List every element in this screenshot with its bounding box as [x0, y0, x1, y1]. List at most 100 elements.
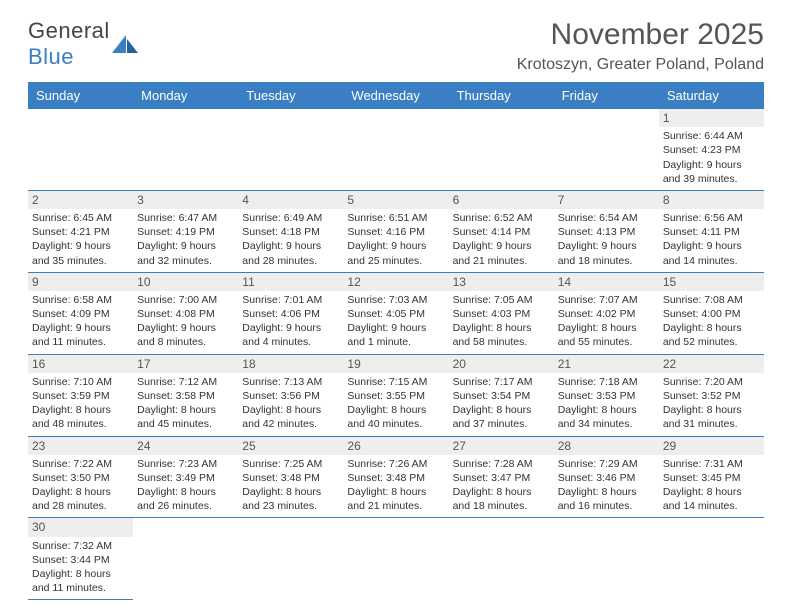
title-block: November 2025 Krotoszyn, Greater Poland,…: [517, 18, 764, 74]
sunrise-line: Sunrise: 6:54 AM: [558, 211, 655, 225]
daylight-line: Daylight: 8 hours and 18 minutes.: [453, 485, 550, 513]
calendar-day-cell: 9Sunrise: 6:58 AMSunset: 4:09 PMDaylight…: [28, 273, 133, 355]
logo-text: General Blue: [28, 18, 110, 70]
sunset-line: Sunset: 4:06 PM: [242, 307, 339, 321]
sunset-line: Sunset: 4:13 PM: [558, 225, 655, 239]
daylight-line: Daylight: 8 hours and 16 minutes.: [558, 485, 655, 513]
sunrise-line: Sunrise: 6:47 AM: [137, 211, 234, 225]
calendar-day-cell: 29Sunrise: 7:31 AMSunset: 3:45 PMDayligh…: [659, 437, 764, 519]
sunrise-line: Sunrise: 7:29 AM: [558, 457, 655, 471]
daylight-line: Daylight: 8 hours and 31 minutes.: [663, 403, 760, 431]
daylight-line: Daylight: 8 hours and 14 minutes.: [663, 485, 760, 513]
sunset-line: Sunset: 3:59 PM: [32, 389, 129, 403]
day-number: 20: [449, 355, 554, 373]
sunset-line: Sunset: 4:05 PM: [347, 307, 444, 321]
calendar-day-cell: 16Sunrise: 7:10 AMSunset: 3:59 PMDayligh…: [28, 355, 133, 437]
logo-text-a: General: [28, 18, 110, 43]
sunset-line: Sunset: 4:03 PM: [453, 307, 550, 321]
daylight-line: Daylight: 9 hours and 28 minutes.: [242, 239, 339, 267]
calendar-header-cell: Friday: [554, 82, 659, 109]
sunrise-line: Sunrise: 7:10 AM: [32, 375, 129, 389]
sunrise-line: Sunrise: 7:25 AM: [242, 457, 339, 471]
daylight-line: Daylight: 9 hours and 14 minutes.: [663, 239, 760, 267]
sunset-line: Sunset: 3:46 PM: [558, 471, 655, 485]
sunset-line: Sunset: 4:00 PM: [663, 307, 760, 321]
sunset-line: Sunset: 4:23 PM: [663, 143, 760, 157]
calendar-day-cell: 15Sunrise: 7:08 AMSunset: 4:00 PMDayligh…: [659, 273, 764, 355]
day-number: 3: [133, 191, 238, 209]
sunrise-line: Sunrise: 6:49 AM: [242, 211, 339, 225]
calendar-empty-cell: [343, 109, 448, 191]
calendar-empty-cell: [449, 518, 554, 600]
location: Krotoszyn, Greater Poland, Poland: [517, 56, 764, 74]
daylight-line: Daylight: 9 hours and 11 minutes.: [32, 321, 129, 349]
calendar-day-cell: 21Sunrise: 7:18 AMSunset: 3:53 PMDayligh…: [554, 355, 659, 437]
day-number: 6: [449, 191, 554, 209]
daylight-line: Daylight: 8 hours and 52 minutes.: [663, 321, 760, 349]
daylight-line: Daylight: 9 hours and 32 minutes.: [137, 239, 234, 267]
day-number: 13: [449, 273, 554, 291]
calendar-header-cell: Wednesday: [343, 82, 448, 109]
daylight-line: Daylight: 9 hours and 25 minutes.: [347, 239, 444, 267]
day-number: 18: [238, 355, 343, 373]
calendar-day-cell: 6Sunrise: 6:52 AMSunset: 4:14 PMDaylight…: [449, 191, 554, 273]
calendar-header-cell: Saturday: [659, 82, 764, 109]
daylight-line: Daylight: 8 hours and 37 minutes.: [453, 403, 550, 431]
sunrise-line: Sunrise: 7:00 AM: [137, 293, 234, 307]
sunrise-line: Sunrise: 7:31 AM: [663, 457, 760, 471]
calendar-day-cell: 5Sunrise: 6:51 AMSunset: 4:16 PMDaylight…: [343, 191, 448, 273]
sunrise-line: Sunrise: 7:20 AM: [663, 375, 760, 389]
sunrise-line: Sunrise: 6:44 AM: [663, 129, 760, 143]
calendar-day-cell: 14Sunrise: 7:07 AMSunset: 4:02 PMDayligh…: [554, 273, 659, 355]
sunset-line: Sunset: 4:18 PM: [242, 225, 339, 239]
sunrise-line: Sunrise: 6:56 AM: [663, 211, 760, 225]
daylight-line: Daylight: 8 hours and 58 minutes.: [453, 321, 550, 349]
calendar-header-cell: Monday: [133, 82, 238, 109]
calendar-empty-cell: [238, 109, 343, 191]
calendar-header-cell: Sunday: [28, 82, 133, 109]
day-number: 4: [238, 191, 343, 209]
sunrise-line: Sunrise: 7:01 AM: [242, 293, 339, 307]
day-number: 22: [659, 355, 764, 373]
sunset-line: Sunset: 4:02 PM: [558, 307, 655, 321]
page-title: November 2025: [517, 18, 764, 52]
daylight-line: Daylight: 8 hours and 45 minutes.: [137, 403, 234, 431]
calendar-empty-cell: [133, 109, 238, 191]
sunrise-line: Sunrise: 7:12 AM: [137, 375, 234, 389]
sunset-line: Sunset: 3:50 PM: [32, 471, 129, 485]
calendar-day-cell: 3Sunrise: 6:47 AMSunset: 4:19 PMDaylight…: [133, 191, 238, 273]
day-number: 1: [659, 109, 764, 127]
calendar-day-cell: 11Sunrise: 7:01 AMSunset: 4:06 PMDayligh…: [238, 273, 343, 355]
header: General Blue November 2025 Krotoszyn, Gr…: [28, 18, 764, 74]
sunrise-line: Sunrise: 7:26 AM: [347, 457, 444, 471]
sunset-line: Sunset: 4:11 PM: [663, 225, 760, 239]
sail-icon: [112, 35, 138, 53]
day-number: 19: [343, 355, 448, 373]
calendar-empty-cell: [28, 109, 133, 191]
daylight-line: Daylight: 8 hours and 40 minutes.: [347, 403, 444, 431]
day-number: 11: [238, 273, 343, 291]
calendar-empty-cell: [659, 518, 764, 600]
day-number: 25: [238, 437, 343, 455]
daylight-line: Daylight: 8 hours and 28 minutes.: [32, 485, 129, 513]
calendar-day-cell: 24Sunrise: 7:23 AMSunset: 3:49 PMDayligh…: [133, 437, 238, 519]
sunrise-line: Sunrise: 7:17 AM: [453, 375, 550, 389]
sunrise-line: Sunrise: 7:18 AM: [558, 375, 655, 389]
sunset-line: Sunset: 3:44 PM: [32, 553, 129, 567]
day-number: 9: [28, 273, 133, 291]
sunrise-line: Sunrise: 7:32 AM: [32, 539, 129, 553]
day-number: 12: [343, 273, 448, 291]
calendar-header-cell: Thursday: [449, 82, 554, 109]
sunrise-line: Sunrise: 7:08 AM: [663, 293, 760, 307]
calendar-day-cell: 19Sunrise: 7:15 AMSunset: 3:55 PMDayligh…: [343, 355, 448, 437]
calendar-day-cell: 1Sunrise: 6:44 AMSunset: 4:23 PMDaylight…: [659, 109, 764, 191]
calendar-day-cell: 27Sunrise: 7:28 AMSunset: 3:47 PMDayligh…: [449, 437, 554, 519]
calendar-empty-cell: [343, 518, 448, 600]
sunrise-line: Sunrise: 6:58 AM: [32, 293, 129, 307]
calendar-empty-cell: [554, 518, 659, 600]
day-number: 29: [659, 437, 764, 455]
sunrise-line: Sunrise: 6:52 AM: [453, 211, 550, 225]
calendar-empty-cell: [449, 109, 554, 191]
sunset-line: Sunset: 3:55 PM: [347, 389, 444, 403]
sunset-line: Sunset: 3:54 PM: [453, 389, 550, 403]
